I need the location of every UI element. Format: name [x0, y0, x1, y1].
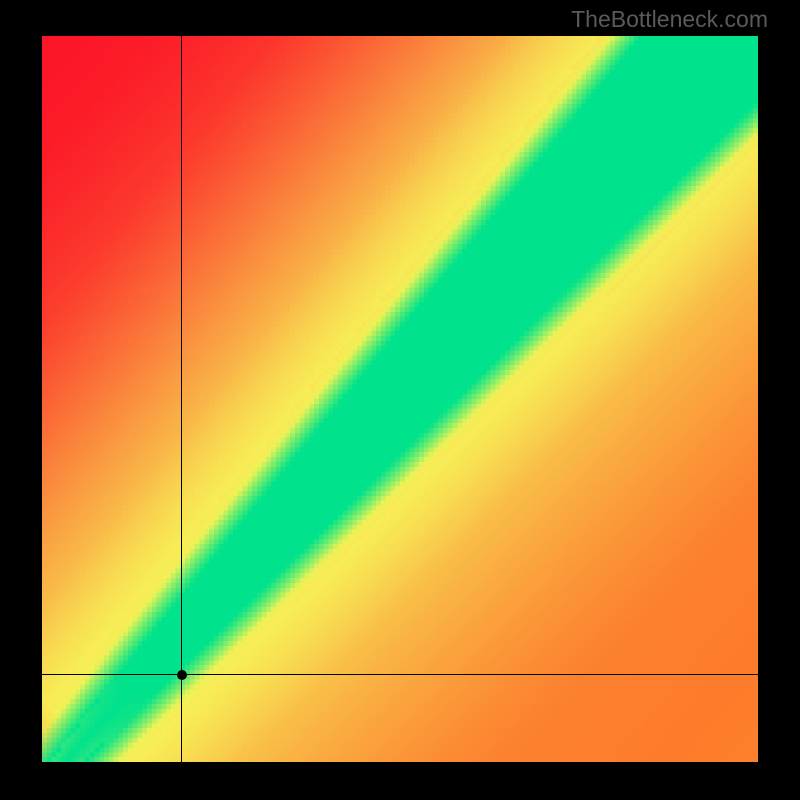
watermark-text: TheBottleneck.com	[571, 6, 768, 33]
crosshair-marker	[177, 670, 187, 680]
crosshair-horizontal	[42, 674, 758, 675]
bottleneck-heatmap	[42, 36, 758, 762]
crosshair-vertical	[181, 36, 182, 762]
